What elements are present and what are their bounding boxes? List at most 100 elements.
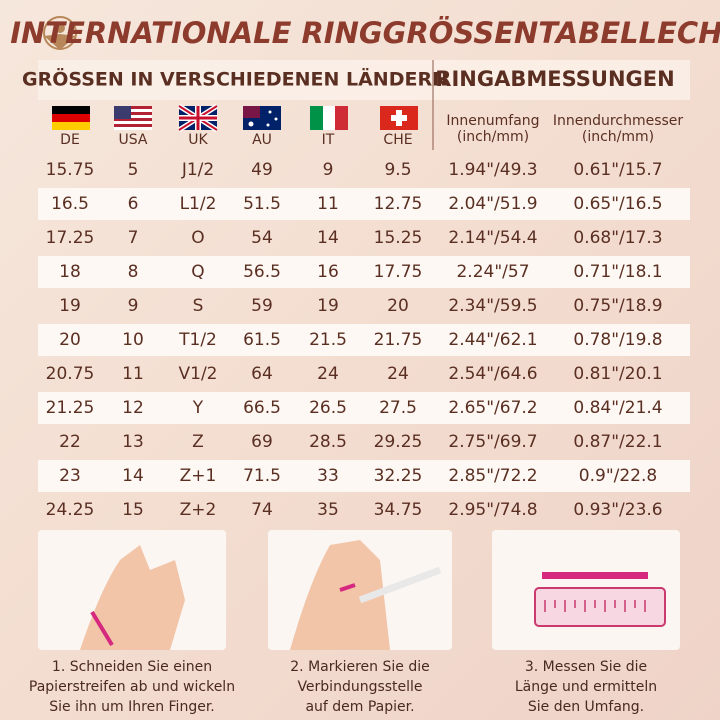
cell: 12.75 — [374, 194, 423, 214]
cell: 69 — [251, 432, 273, 452]
cell: 0.65"/16.5 — [573, 194, 662, 214]
cell: 35 — [317, 500, 339, 520]
cell: 71.5 — [243, 466, 281, 486]
row-band — [38, 324, 690, 356]
cell: 13 — [122, 432, 144, 452]
cell: 49 — [251, 160, 273, 180]
cell: 12 — [122, 398, 144, 418]
cell: 20.75 — [46, 364, 95, 384]
step-caption: 2. Markieren Sie die — [290, 659, 429, 675]
cell: 33 — [317, 466, 339, 486]
cell: 7 — [128, 228, 139, 248]
cell: 22 — [59, 432, 81, 452]
logo — [43, 16, 77, 50]
cell: 6 — [128, 194, 139, 214]
cell: L1/2 — [180, 194, 217, 214]
cell: 0.87"/22.1 — [573, 432, 662, 452]
cell: 19 — [59, 296, 81, 316]
cell: 0.75"/18.9 — [573, 296, 662, 316]
cell: 0.61"/15.7 — [573, 160, 662, 180]
group-header: RINGABMESSUNGEN — [435, 67, 674, 91]
cell: V1/2 — [179, 364, 218, 384]
column-header: USA — [119, 132, 148, 148]
cell: 2.95"/74.8 — [448, 500, 537, 520]
cell: 0.68"/17.3 — [573, 228, 662, 248]
cell: 0.81"/20.1 — [573, 364, 662, 384]
cell: J1/2 — [181, 160, 214, 180]
cell: O — [191, 228, 204, 248]
cell: 0.78"/19.8 — [573, 330, 662, 350]
step-caption: 1. Schneiden Sie einen — [52, 659, 212, 675]
cell: 8 — [128, 262, 139, 282]
cell: 16.5 — [51, 194, 89, 214]
step-caption: Sie ihn um Ihren Finger. — [49, 699, 215, 715]
cell: 2.44"/62.1 — [448, 330, 537, 350]
cell: 2.65"/67.2 — [448, 398, 537, 418]
cell: 51.5 — [243, 194, 281, 214]
row-band — [38, 256, 690, 288]
cell: 16 — [317, 262, 339, 282]
cell: 32.25 — [374, 466, 423, 486]
cell: 2.24"/57 — [456, 262, 529, 282]
cell: 5 — [128, 160, 139, 180]
cell: 2.54"/64.6 — [448, 364, 537, 384]
column-header: AU — [252, 132, 272, 148]
cell: 34.75 — [374, 500, 423, 520]
column-header: DE — [60, 132, 80, 148]
cell: 21.75 — [374, 330, 423, 350]
row-band — [38, 460, 690, 492]
cell: 11 — [317, 194, 339, 214]
cell: 21.5 — [309, 330, 347, 350]
cell: 15.75 — [46, 160, 95, 180]
cell: T1/2 — [178, 330, 217, 350]
cell: 10 — [122, 330, 144, 350]
cell: 64 — [251, 364, 273, 384]
captions: 1. Schneiden Sie einen Papierstreifen ab … — [29, 659, 657, 715]
cell: Z+2 — [180, 500, 217, 520]
flags — [52, 103, 418, 133]
cell: 1.94"/49.3 — [448, 160, 537, 180]
cell: 66.5 — [243, 398, 281, 418]
cell: 61.5 — [243, 330, 281, 350]
cell: Z — [192, 432, 204, 452]
step-caption: Länge und ermitteln — [515, 679, 657, 695]
cell: 0.84"/21.4 — [573, 398, 662, 418]
cell: 15.25 — [374, 228, 423, 248]
cell: 21.25 — [46, 398, 95, 418]
column-unit: (inch/mm) — [582, 129, 654, 145]
cell: 0.93"/23.6 — [573, 500, 662, 520]
header-band — [38, 60, 690, 100]
cell: 24.25 — [46, 500, 95, 520]
row-band — [38, 392, 690, 424]
column-unit: (inch/mm) — [457, 129, 529, 145]
cell: 54 — [251, 228, 273, 248]
step-caption: auf dem Papier. — [305, 699, 414, 715]
cell: 11 — [122, 364, 144, 384]
cell: Y — [192, 398, 204, 418]
cell: 14 — [317, 228, 339, 248]
cell: Z+1 — [180, 466, 217, 486]
cell: 0.9"/22.8 — [579, 466, 657, 486]
step-caption: Verbindungsstelle — [297, 679, 422, 695]
step-caption: Papierstreifen ab und wickeln — [29, 679, 235, 695]
cell: 29.25 — [374, 432, 423, 452]
cell: Q — [191, 262, 204, 282]
cell: 24 — [317, 364, 339, 384]
cell: 9.5 — [384, 160, 411, 180]
cell: 23 — [59, 466, 81, 486]
cell: 14 — [122, 466, 144, 486]
cell: 2.34"/59.5 — [448, 296, 537, 316]
cell: 24 — [387, 364, 409, 384]
cell: 74 — [251, 500, 273, 520]
cell: 2.75"/69.7 — [448, 432, 537, 452]
column-header: Innendurchmesser — [553, 113, 684, 129]
column-header: Innenumfang — [446, 113, 539, 129]
cell: 0.71"/18.1 — [573, 262, 662, 282]
step-illustrations — [38, 530, 680, 650]
cell: 17.25 — [46, 228, 95, 248]
column-header: CHE — [383, 132, 412, 148]
cell: 15 — [122, 500, 144, 520]
cell: 19 — [317, 296, 339, 316]
cell: S — [193, 296, 204, 316]
